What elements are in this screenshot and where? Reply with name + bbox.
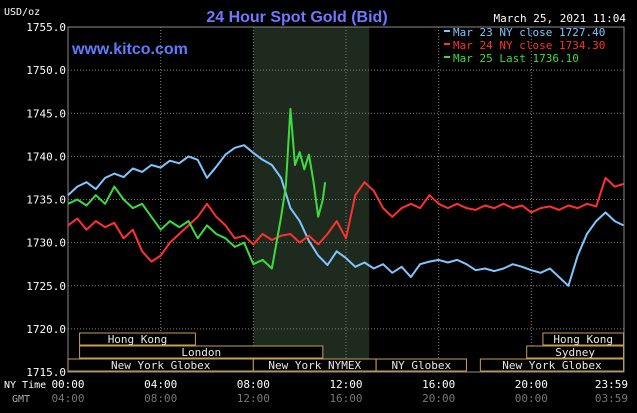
- session-bar: [542, 332, 625, 346]
- x-tick-label-gmt: 04:00: [51, 392, 84, 405]
- session-label: Hong Kong: [108, 333, 168, 346]
- y-tick-label: 1725.0: [26, 280, 66, 293]
- x-tick-label-gmt: 20:00: [422, 392, 455, 405]
- x-row-label-ny: NY Time: [4, 380, 46, 391]
- session-label: Hong Kong: [553, 333, 613, 346]
- session-label: London: [181, 346, 221, 359]
- x-tick-label-ny: 08:00: [237, 378, 270, 391]
- session-bar: [79, 332, 196, 346]
- x-tick-label-ny: 12:00: [329, 378, 362, 391]
- session-label: Sydney: [555, 346, 595, 359]
- watermark-url: www.kitco.com: [71, 41, 188, 58]
- session-label: New York Globex: [111, 359, 211, 372]
- session-label: New York NYMEX: [268, 359, 361, 372]
- series-line: [67, 176, 624, 263]
- x-tick-label-gmt: 16:00: [329, 392, 362, 405]
- series-line: [67, 144, 624, 287]
- plot-frame: [67, 26, 625, 373]
- x-tick-label-ny: 00:00: [51, 378, 84, 391]
- x-tick-label-ny: 23:59: [595, 378, 628, 391]
- y-axis: 1755.0 1750.0 1745.0 1740.0 1735.0 1730.0 1725…: [26, 21, 66, 379]
- session-label: New York Globex: [502, 359, 602, 372]
- series-line: [67, 107, 327, 270]
- legend-swatch: [444, 56, 450, 58]
- x-tick-label-gmt: 03:59: [595, 392, 628, 405]
- y-tick-label: 1735.0: [26, 194, 66, 207]
- grid-lines: [67, 26, 625, 373]
- x-axis: 00:00 04:00 08:00 12:00 16:00 20:00 23:5904:00…: [51, 378, 628, 405]
- legend-entry: Mar 25 Last 1736.10: [453, 52, 579, 65]
- y-axis-label: USD/oz: [4, 7, 40, 18]
- x-tick-label-gmt: 12:00: [237, 392, 270, 405]
- x-row-label-gmt: GMT: [12, 394, 30, 405]
- session-label: NY Globex: [391, 359, 451, 372]
- chart-title: 24 Hour Spot Gold (Bid): [206, 9, 387, 26]
- x-tick-label-ny: 16:00: [422, 378, 455, 391]
- x-tick-label-gmt: 00:00: [515, 392, 548, 405]
- legend-swatch: [444, 30, 450, 32]
- y-tick-label: 1720.0: [26, 323, 66, 336]
- legend-entry: Mar 24 NY close 1734.30: [453, 39, 605, 52]
- legend-swatch: [444, 43, 450, 45]
- x-tick-label-ny: 04:00: [144, 378, 177, 391]
- session-bar: [479, 358, 625, 372]
- y-tick-label: 1730.0: [26, 237, 66, 250]
- legend-entry: Mar 23 NY close 1727.40: [453, 26, 605, 39]
- x-tick-label-gmt: 08:00: [144, 392, 177, 405]
- y-tick-label: 1740.0: [26, 150, 66, 163]
- chart-timestamp: March 25, 2021 11:04: [494, 12, 627, 25]
- session-bar: [375, 358, 467, 372]
- series-lines: [67, 107, 624, 287]
- y-tick-label: 1755.0: [26, 21, 66, 34]
- y-tick-label: 1745.0: [26, 107, 66, 120]
- y-tick-label: 1750.0: [26, 64, 66, 77]
- session-bar: [79, 345, 324, 359]
- y-tick-label: 1715.0: [26, 366, 66, 379]
- x-tick-label-ny: 20:00: [515, 378, 548, 391]
- session-bar: [526, 345, 625, 359]
